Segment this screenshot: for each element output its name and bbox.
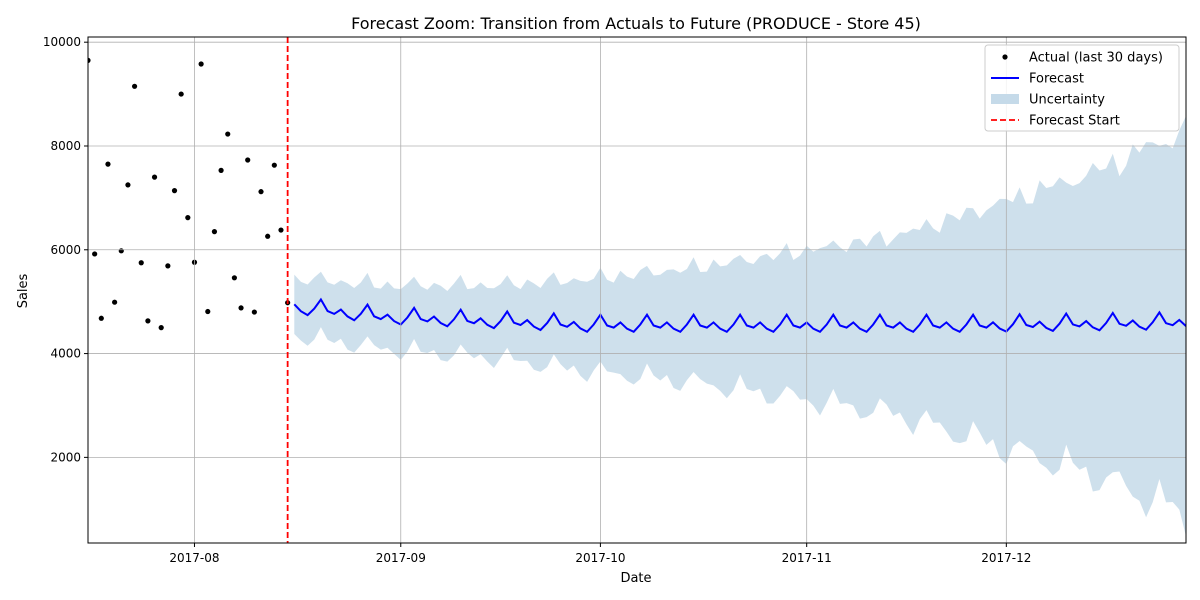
legend-label: Forecast Start bbox=[1029, 114, 1120, 129]
actual-point bbox=[145, 318, 151, 324]
actual-point bbox=[118, 248, 124, 254]
forecast-line bbox=[293, 297, 1186, 334]
chart-title: Forecast Zoom: Transition from Actuals t… bbox=[351, 14, 921, 33]
actual-point bbox=[185, 215, 191, 221]
actual-point bbox=[131, 83, 138, 89]
grid bbox=[88, 37, 1186, 543]
actual-point bbox=[171, 188, 178, 194]
y-tick-label: 6000 bbox=[50, 243, 81, 257]
y-axis-label: Sales bbox=[16, 273, 31, 308]
actual-point bbox=[231, 275, 237, 281]
actual-point bbox=[251, 309, 257, 315]
actual-point bbox=[218, 167, 224, 173]
actual-point bbox=[198, 61, 204, 67]
actual-point bbox=[278, 227, 284, 233]
actual-point bbox=[245, 157, 251, 163]
y-tick-label: 10000 bbox=[43, 35, 81, 49]
actual-point bbox=[158, 325, 164, 331]
x-tick-label: 2017-10 bbox=[575, 551, 625, 565]
actual-point bbox=[225, 131, 231, 137]
legend: Actual (last 30 days) Forecast Uncertainty… bbox=[984, 44, 1180, 132]
actual-point bbox=[178, 91, 184, 97]
actual-point bbox=[238, 305, 244, 311]
x-tick-label: 2017-11 bbox=[782, 551, 832, 565]
legend-label: Uncertainty bbox=[1029, 93, 1105, 108]
actual-point bbox=[125, 182, 131, 188]
actual-point bbox=[271, 162, 277, 168]
y-tick-label: 4000 bbox=[50, 347, 81, 361]
actual-point bbox=[265, 233, 271, 239]
actual-point bbox=[165, 263, 171, 269]
x-tick-label: 2017-09 bbox=[376, 551, 426, 565]
y-tick-label: 2000 bbox=[50, 450, 81, 464]
actual-point bbox=[258, 189, 264, 195]
axes-frame bbox=[87, 36, 1187, 544]
actual-point bbox=[211, 229, 218, 235]
legend-uncertainty-marker bbox=[991, 94, 1019, 104]
legend-box bbox=[984, 44, 1180, 132]
actual-point bbox=[138, 260, 144, 266]
actual-point bbox=[92, 251, 98, 257]
legend-actual-marker bbox=[1002, 54, 1008, 60]
x-tick-label: 2017-08 bbox=[169, 551, 219, 565]
x-tick-label: 2017-12 bbox=[981, 551, 1031, 565]
actual-point bbox=[112, 299, 118, 305]
y-tick-label: 8000 bbox=[50, 139, 81, 153]
actual-point bbox=[98, 315, 104, 321]
actual-point bbox=[88, 57, 91, 63]
uncertainty-band bbox=[294, 115, 1186, 537]
plot-area: 2017-08 2017-09 2017-10 2017-11 2017-12 2000 4… bbox=[43, 35, 1187, 565]
actual-point bbox=[151, 174, 158, 180]
legend-label: Forecast bbox=[1029, 72, 1084, 87]
actual-point bbox=[205, 308, 211, 315]
legend-label: Actual (last 30 days) bbox=[1029, 51, 1163, 66]
actual-point bbox=[105, 161, 111, 167]
x-axis-label: Date bbox=[620, 571, 651, 586]
